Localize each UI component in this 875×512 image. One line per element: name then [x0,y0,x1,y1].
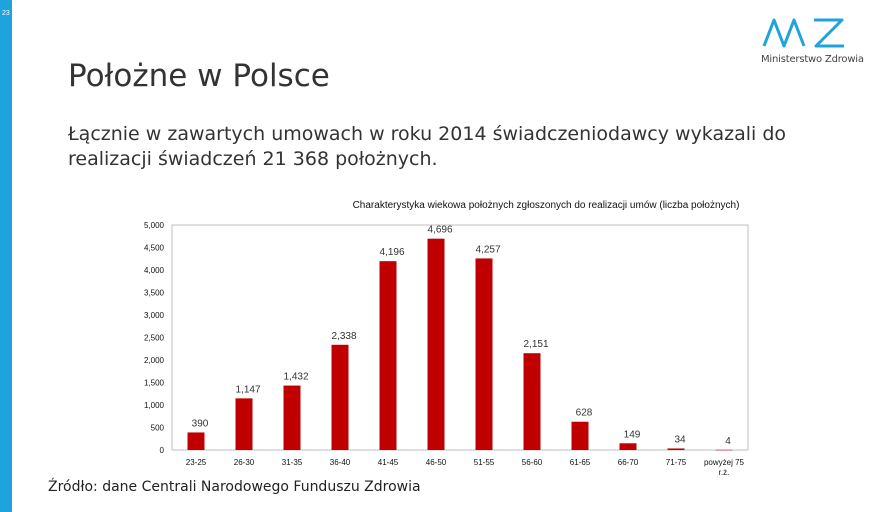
x-tick-label: 46-50 [426,458,447,467]
data-label: 4 [725,436,731,447]
x-tick-label: 71-75 [666,458,687,467]
x-tick-label: 51-55 [474,458,495,467]
x-tick-label: 23-25 [186,458,207,467]
bar [235,398,253,450]
x-tick-label: 31-35 [282,458,303,467]
data-label: 2,338 [331,331,356,342]
bar [571,421,589,450]
x-tick-label: 41-45 [378,458,399,467]
x-tick-label: 26-30 [234,458,255,467]
y-tick-label: 2,500 [144,334,165,343]
y-tick-label: 3,500 [144,289,165,298]
y-tick-label: 3,000 [144,311,165,320]
data-label: 1,432 [283,372,308,383]
y-tick-label: 1,000 [144,401,165,410]
source-note: Źródło: dane Centrali Narodowego Fundusz… [48,479,421,495]
x-tick-label: 56-60 [522,458,543,467]
x-tick-label: 61-65 [570,458,591,467]
x-tick-label: powyżej 75 r.ż. [704,458,745,477]
x-tick-label: 36-40 [330,458,351,467]
bar [283,385,301,450]
bar [475,258,493,450]
page-subtitle: Łącznie w zawartych umowach w roku 2014 … [68,123,787,170]
data-label: 149 [624,429,641,440]
bar [187,432,205,450]
x-tick-label: 66-70 [618,458,639,467]
page-title: Położne w Polsce [68,58,330,94]
bar [379,261,397,450]
data-label: 4,696 [427,225,452,236]
side-accent-bar: 23 [0,0,12,512]
data-label: 4,257 [475,244,500,255]
logo-text: Ministerstwo Zdrowia [761,54,864,65]
plot-area [171,224,749,451]
data-label: 390 [192,418,209,429]
y-tick-label: 4,500 [144,244,165,253]
bar [667,448,685,450]
y-tick-label: 5,000 [144,221,165,230]
slide-number: 23 [2,10,10,17]
y-tick-label: 500 [151,424,165,433]
bar [715,449,733,451]
data-label: 4,196 [379,247,404,258]
y-tick-label: 0 [160,446,165,455]
chart-title: Charakterystyka wiekowa położnych zgłosz… [353,200,740,211]
ministry-logo-icon [762,18,844,48]
data-label: 628 [576,408,593,419]
bar [619,443,637,450]
data-label: 2,151 [523,339,548,350]
y-tick-label: 4,000 [144,266,165,275]
data-label: 1,147 [235,384,260,395]
bar [331,344,349,450]
data-label: 34 [674,434,686,445]
bar [427,238,445,450]
y-tick-label: 2,000 [144,356,165,365]
y-tick-label: 1,500 [144,379,165,388]
bar [523,353,541,450]
